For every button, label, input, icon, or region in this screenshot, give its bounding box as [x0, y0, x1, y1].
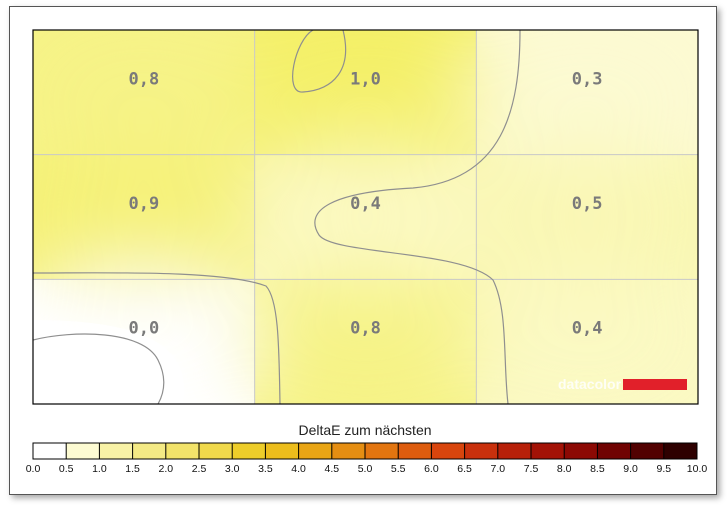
heatmap-blend-r3-c3: [465, 273, 698, 404]
datacolor-watermark: datacolor: [558, 376, 687, 392]
heatmap-blend-r1-c2: [243, 30, 488, 161]
colorbar-tick-label-19: 9.0: [623, 463, 638, 475]
colorbar-segment-6: [199, 443, 233, 459]
colorbar-tick-label-16: 7.5: [524, 463, 539, 475]
contour-top-loop: [292, 30, 347, 93]
heatmap-smoothing: [33, 30, 698, 404]
colorbar-tick-label-12: 5.5: [391, 463, 406, 475]
colorbar-tick-label-15: 7.0: [490, 463, 505, 475]
colorbar-tick-label-3: 1.0: [92, 463, 107, 475]
contour-bottom-left: [33, 333, 165, 404]
colorbar-tick-label-5: 2.0: [158, 463, 173, 475]
colorbar-tick-label-18: 8.5: [590, 463, 605, 475]
colorbar-segment-3: [99, 443, 133, 459]
colorbar-segment-20: [663, 443, 698, 459]
colorbar-tick-label-10: 4.5: [324, 463, 339, 475]
plot-area: 0,8 1,0 0,3 0,9 0,4 0,5 0,0 0,8 0,4 datacolor: [32, 29, 699, 405]
colorbar-segment-11: [365, 443, 399, 459]
colorbar-tick-label-7: 3.0: [225, 463, 240, 475]
cell-label-r2-c3: 0,5: [572, 194, 603, 214]
cell-label-r1-c1: 0,8: [128, 69, 159, 89]
colorbar: 0.0 0.5 1.0 1.5 2.0 2.5 3.0 3.5 4.0 4.5 5.0 5.5 6.0 6…: [26, 442, 708, 475]
cell-label-r1-c3: 0,3: [572, 69, 603, 89]
colorbar-segment-18: [597, 443, 631, 459]
colorbar-tick-label-2: 0.5: [59, 463, 74, 475]
colorbar-segment-10: [331, 443, 366, 459]
colorbar-segment-4: [132, 443, 167, 459]
heatmap-blend-r2-c1: [33, 148, 266, 286]
low-value-region: [33, 320, 185, 404]
colorbar-segment-5: [165, 443, 200, 459]
heatmap-blend-r1-c3: [465, 30, 698, 161]
heatmap-blend-r2-c3: [465, 148, 698, 286]
contour-left-bend: [33, 272, 281, 404]
colorbar-tick-label-21: 10.0: [687, 463, 708, 475]
cell-labels: 0,8 1,0 0,3 0,9 0,4 0,5 0,0 0,8 0,4: [128, 69, 602, 338]
chart-frame: 0,8 1,0 0,3 0,9 0,4 0,5 0,0 0,8 0,4 datacolor Del…: [9, 6, 717, 495]
colorbar-segment-14: [464, 443, 499, 459]
colorbar-segment-2: [66, 443, 100, 459]
colorbar-segment-16: [531, 443, 565, 459]
contour-lines: [33, 30, 521, 404]
colorbar-segment-7: [232, 443, 266, 459]
watermark-bar: [623, 379, 687, 390]
cell-label-r3-c3: 0,4: [572, 319, 603, 339]
contour-right-s: [314, 30, 521, 404]
colorbar-tick-label-14: 6.5: [457, 463, 472, 475]
cell-label-r1-c2: 1,0: [350, 69, 381, 89]
colorbar-tick-label-11: 5.0: [358, 463, 373, 475]
colorbar-tick-label-17: 8.0: [557, 463, 572, 475]
watermark-text: datacolor: [558, 376, 622, 392]
cell-label-r2-c1: 0,9: [128, 194, 159, 214]
colorbar-tick-label-9: 4.0: [291, 463, 306, 475]
heatmap-blend-r2-c2: [243, 148, 488, 286]
colorbar-segment-12: [398, 443, 432, 459]
colorbar-segment-9: [298, 443, 333, 459]
colorbar-tick-label-8: 3.5: [258, 463, 273, 475]
colorbar-tick-label-20: 9.5: [656, 463, 671, 475]
colorbar-tick-label-4: 1.5: [125, 463, 140, 475]
heatmap-chart: 0,8 1,0 0,3 0,9 0,4 0,5 0,0 0,8 0,4 datacolor Del…: [26, 29, 708, 475]
colorbar-title: DeltaE zum nächsten: [298, 422, 431, 438]
colorbar-tick-label-6: 2.5: [192, 463, 207, 475]
cell-label-r2-c2: 0,4: [350, 194, 381, 214]
cell-label-r3-c1: 0,0: [128, 319, 159, 339]
colorbar-tick-label-13: 6.0: [424, 463, 439, 475]
heatmap-blend-r3-c2: [243, 273, 488, 404]
colorbar-segment-1: [33, 443, 67, 459]
colorbar-tick-label-1: 0.0: [26, 463, 41, 475]
colorbar-segment-17: [564, 443, 598, 459]
colorbar-segment-8: [265, 443, 299, 459]
gridlines: [33, 30, 698, 404]
colorbar-segment-19: [630, 443, 665, 459]
cell-label-r3-c2: 0,8: [350, 319, 381, 339]
plot-border: [32, 29, 699, 405]
colorbar-segment-15: [497, 443, 532, 459]
colorbar-segment-13: [431, 443, 465, 459]
low-value-fill: [33, 320, 185, 404]
heatmap-blend-r1-c1: [33, 30, 266, 161]
